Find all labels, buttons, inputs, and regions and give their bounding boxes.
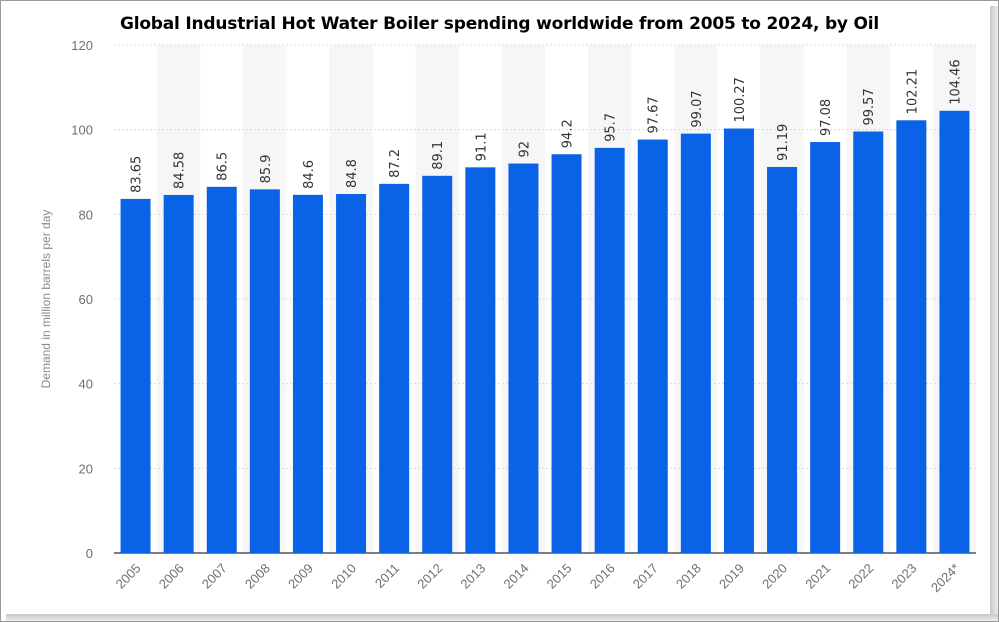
x-tick-label: 2008 (242, 561, 273, 592)
value-label: 99.57 (862, 88, 877, 125)
bar[interactable] (637, 139, 668, 553)
x-tick-label: 2007 (199, 561, 230, 592)
value-label: 94.2 (561, 119, 576, 148)
value-label: 99.07 (690, 90, 705, 127)
bar[interactable] (680, 133, 711, 553)
bar[interactable] (594, 147, 625, 553)
bar[interactable] (379, 183, 410, 553)
bar[interactable] (206, 186, 237, 554)
bar[interactable] (723, 128, 754, 553)
x-tick-label: 2024* (928, 561, 963, 596)
y-tick-label: 40 (79, 377, 93, 392)
bar[interactable] (767, 166, 798, 553)
x-tick-label: 2010 (328, 561, 359, 592)
bar[interactable] (249, 189, 280, 553)
x-tick-label: 2023 (888, 561, 919, 592)
value-label: 89.1 (431, 141, 446, 170)
value-label: 91.1 (474, 132, 489, 161)
bar[interactable] (939, 110, 970, 553)
bar[interactable] (120, 198, 151, 554)
bar[interactable] (422, 175, 453, 553)
x-tick-label: 2009 (285, 561, 316, 592)
bar[interactable] (292, 194, 323, 554)
x-axis-ticks: 2005 2006 2007 2008 2009 2010 2011 2012 2013 2014… (113, 561, 963, 596)
bar[interactable] (336, 194, 367, 553)
value-label: 100.27 (733, 77, 748, 123)
value-label: 102.21 (905, 69, 920, 115)
x-tick-label: 2011 (372, 561, 402, 591)
value-label: 83.65 (130, 156, 145, 193)
x-tick-label: 2014 (501, 561, 532, 592)
value-label: 84.8 (345, 159, 360, 188)
x-tick-label: 2013 (457, 561, 488, 592)
x-tick-label: 2005 (113, 561, 144, 592)
chart-title: Global Industrial Hot Water Boiler spend… (119, 14, 880, 34)
y-axis-title: Demand in million barrels per day (39, 210, 53, 389)
y-tick-label: 120 (71, 38, 93, 53)
bar[interactable] (551, 154, 582, 553)
x-tick-label: 2018 (673, 561, 704, 592)
bar[interactable] (810, 142, 841, 553)
bar[interactable] (508, 163, 539, 554)
bar[interactable] (465, 167, 496, 554)
x-tick-label: 2020 (759, 561, 790, 592)
x-tick-label: 2015 (544, 561, 575, 592)
y-tick-label: 80 (79, 207, 93, 222)
value-label: 84.6 (302, 160, 317, 189)
y-tick-label: 20 (79, 461, 93, 476)
x-tick-label: 2019 (716, 561, 747, 592)
x-tick-label: 2016 (587, 561, 618, 592)
y-tick-label: 100 (71, 123, 93, 138)
value-label: 92 (517, 141, 532, 158)
value-label: 104.46 (948, 59, 963, 105)
y-axis-ticks: 0 20 40 60 80 100 120 (71, 38, 93, 561)
x-tick-label: 2021 (802, 561, 833, 592)
frame-shadow-bottom (6, 614, 998, 621)
value-label: 85.9 (259, 154, 274, 183)
x-tick-label: 2006 (156, 561, 187, 592)
y-tick-label: 0 (86, 546, 93, 561)
value-label: 86.5 (216, 152, 231, 181)
value-label: 97.67 (647, 96, 662, 133)
bar[interactable] (163, 194, 194, 553)
bars (120, 110, 970, 554)
value-label: 87.2 (388, 149, 403, 178)
bar[interactable] (853, 131, 884, 553)
x-tick-label: 2017 (630, 561, 661, 592)
x-tick-label: 2012 (414, 561, 445, 592)
value-label: 84.58 (173, 152, 188, 189)
y-tick-label: 60 (79, 292, 93, 307)
x-tick-label: 2022 (845, 561, 876, 592)
bar[interactable] (896, 120, 927, 553)
value-labels: 83.65 84.58 86.5 85.9 84.6 84.8 87.2 89.1 91.1 92… (130, 59, 964, 193)
value-label: 97.08 (819, 99, 834, 136)
frame-shadow-right (990, 6, 998, 620)
value-label: 91.19 (776, 124, 791, 161)
value-label: 95.7 (604, 113, 619, 142)
